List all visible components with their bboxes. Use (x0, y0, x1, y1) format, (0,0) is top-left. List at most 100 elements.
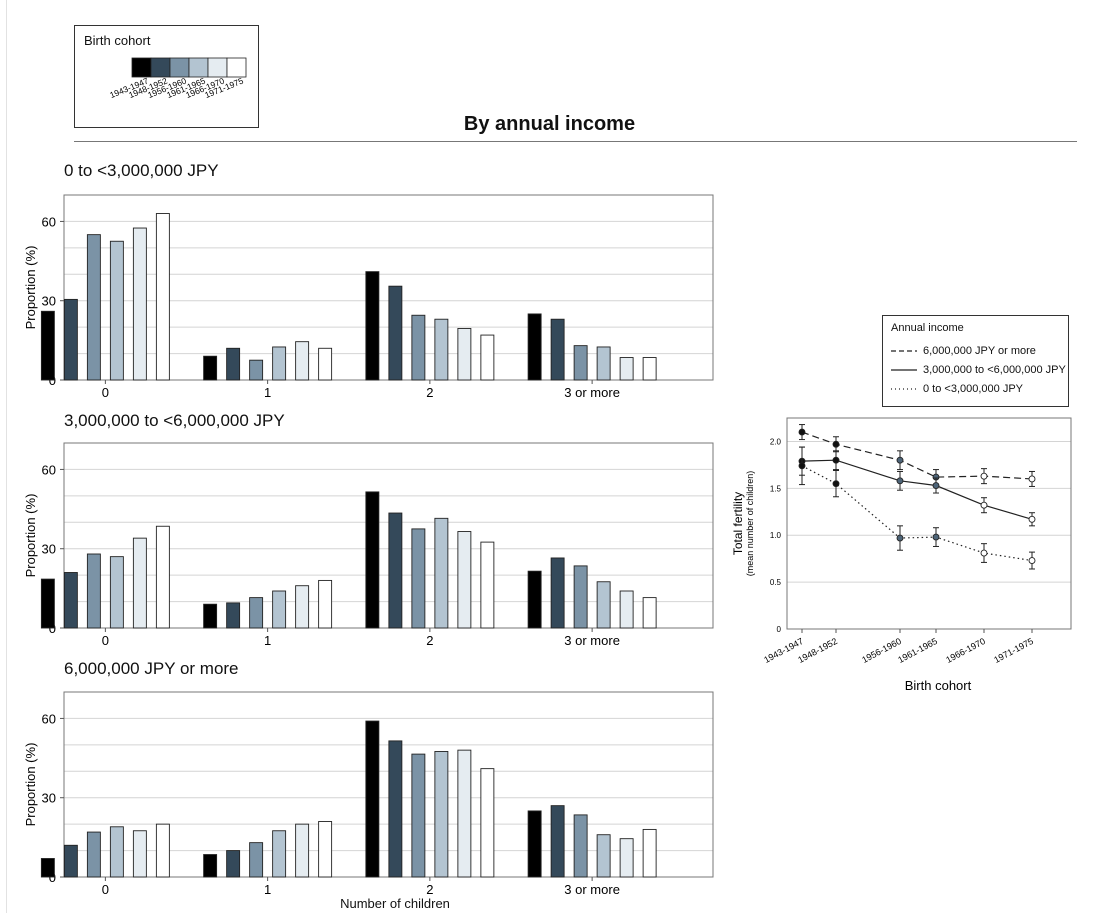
bar (63, 572, 78, 629)
y-tick-label: 30 (42, 542, 56, 557)
cohort-swatch (226, 57, 247, 78)
y-tick-label: 0.5 (770, 578, 782, 587)
y-tick-label: 2.0 (770, 437, 782, 446)
bar (155, 525, 170, 629)
bar (457, 328, 472, 381)
series-line (801, 459, 1033, 520)
bar (619, 357, 634, 381)
y-tick-label: 30 (42, 791, 56, 806)
bar (573, 565, 588, 629)
x-tick-label: 0 (102, 385, 109, 400)
series-line (801, 431, 1033, 480)
bar-chart-high-income: 0 30 60 Proportion (%) 0 1 2 3 or more (23, 691, 714, 897)
bar (318, 347, 333, 381)
x-tick-label: 1 (264, 882, 271, 897)
data-point (896, 456, 904, 464)
bar (619, 838, 634, 878)
bar-chart-low-income: 0 30 60 Proportion (%) 0 1 2 3 or more (23, 194, 714, 400)
data-point (1028, 515, 1036, 523)
data-point (980, 549, 988, 557)
bar (272, 590, 287, 629)
bar (203, 603, 218, 629)
bar (457, 531, 472, 629)
bar (480, 768, 495, 878)
data-point (932, 482, 940, 489)
bar (295, 823, 310, 878)
data-point (832, 456, 840, 464)
x-tick-label: 1971-1975 (992, 636, 1035, 665)
y-tick-label: 60 (42, 711, 56, 726)
main-title: By annual income (463, 113, 636, 135)
cohort-legend-swatches: 1943-19471948-19521956-19601961-19651966… (108, 57, 247, 100)
y-axis-label: Proportion (%) (23, 743, 38, 827)
cohort-swatch (188, 57, 209, 78)
panel-title-mid-income: 3,000,000 to <6,000,000 JPY (64, 411, 285, 430)
bar (109, 240, 124, 381)
cohort-swatch (150, 57, 171, 78)
data-point (896, 477, 904, 485)
y-axis-label: Proportion (%) (23, 246, 38, 330)
bar (109, 556, 124, 629)
bar (226, 347, 241, 381)
bar (40, 858, 55, 878)
x-tick-label: 2 (426, 882, 433, 897)
x-tick-label: 1966-1970 (944, 636, 987, 665)
bar (226, 850, 241, 878)
bar (550, 805, 565, 878)
bar (132, 830, 147, 878)
bar (203, 854, 218, 878)
bar (388, 740, 403, 878)
x-tick-label: 2 (426, 633, 433, 648)
bar (365, 271, 380, 381)
y-axis-sublabel: (mean number of children) (745, 471, 755, 577)
bar (411, 753, 426, 878)
data-point (1028, 557, 1036, 564)
bar (109, 826, 124, 878)
bar (249, 359, 264, 381)
y-axis-label: Proportion (%) (23, 494, 38, 578)
legend-entry-mid: 3,000,000 to <6,000,000 JPY (891, 363, 1066, 377)
x-tick-label: 1948-1952 (796, 636, 839, 665)
bar (132, 537, 147, 629)
data-point (980, 501, 988, 509)
data-point (980, 472, 988, 480)
cohort-swatch (131, 57, 152, 78)
solid-line-swatch (891, 369, 917, 371)
bar (388, 285, 403, 381)
bar (155, 213, 170, 381)
bar (63, 844, 78, 878)
bar (203, 355, 218, 381)
legend-entry-label: 6,000,000 JPY or more (923, 345, 1036, 357)
legend-entry-label: 3,000,000 to <6,000,000 JPY (923, 364, 1066, 376)
bar (434, 751, 449, 878)
bar (272, 830, 287, 878)
bar (527, 810, 542, 878)
page-edge-rule (6, 0, 7, 913)
bar (318, 579, 333, 629)
x-tick-label: 1956-1960 (860, 636, 903, 665)
bar (411, 528, 426, 629)
bar (226, 602, 241, 629)
cohort-swatch (207, 57, 228, 78)
bar (642, 597, 657, 629)
fertility-line-chart: 0 0.5 1.0 1.5 2.0 Total fertility (mean number… (731, 417, 1072, 693)
bar (619, 590, 634, 629)
bar (573, 345, 588, 381)
x-tick-label: 1961-1965 (896, 636, 939, 665)
bar-chart-mid-income: 0 30 60 Proportion (%) 0 1 2 3 or more (23, 442, 714, 648)
cohort-legend: Birth cohort 1943-1947 1948-1952 1956-1960… (74, 25, 259, 128)
cohort-label: 1971-1975 (203, 75, 245, 100)
legend-entry-label: 0 to <3,000,000 JPY (923, 383, 1023, 395)
bar (249, 597, 264, 629)
bar (596, 834, 611, 878)
bar (63, 298, 78, 381)
x-axis-label: Number of children (340, 896, 450, 911)
y-tick-label: 1.5 (770, 484, 782, 493)
bar (596, 346, 611, 381)
bar (434, 318, 449, 381)
bar (272, 346, 287, 381)
bar (365, 720, 380, 878)
fertility-legend-title: Annual income (891, 322, 964, 334)
y-tick-label: 1.0 (770, 531, 782, 540)
fertility-legend: Annual income 6,000,000 JPY or more 3,00… (882, 315, 1069, 407)
